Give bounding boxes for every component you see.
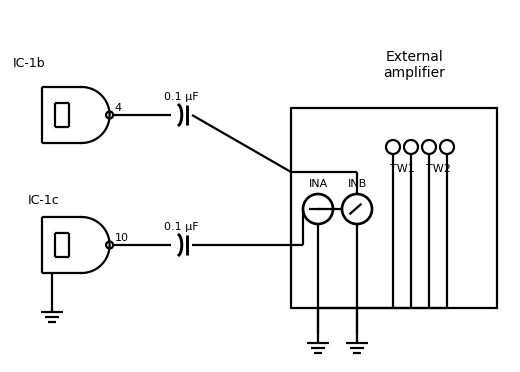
Text: INA: INA [308, 179, 328, 189]
Text: IC-1b: IC-1b [13, 57, 46, 70]
Text: 0.1 μF: 0.1 μF [164, 92, 198, 102]
Text: IC-1c: IC-1c [28, 194, 60, 207]
Text: 10: 10 [114, 233, 128, 243]
Text: INB: INB [347, 179, 367, 189]
Text: 4: 4 [114, 103, 122, 113]
Text: TW2: TW2 [425, 164, 450, 174]
Text: TW1: TW1 [389, 164, 414, 174]
Bar [291, 108, 497, 308]
Text: 0.1 μF: 0.1 μF [164, 222, 198, 232]
Text: External
amplifier: External amplifier [383, 50, 445, 80]
